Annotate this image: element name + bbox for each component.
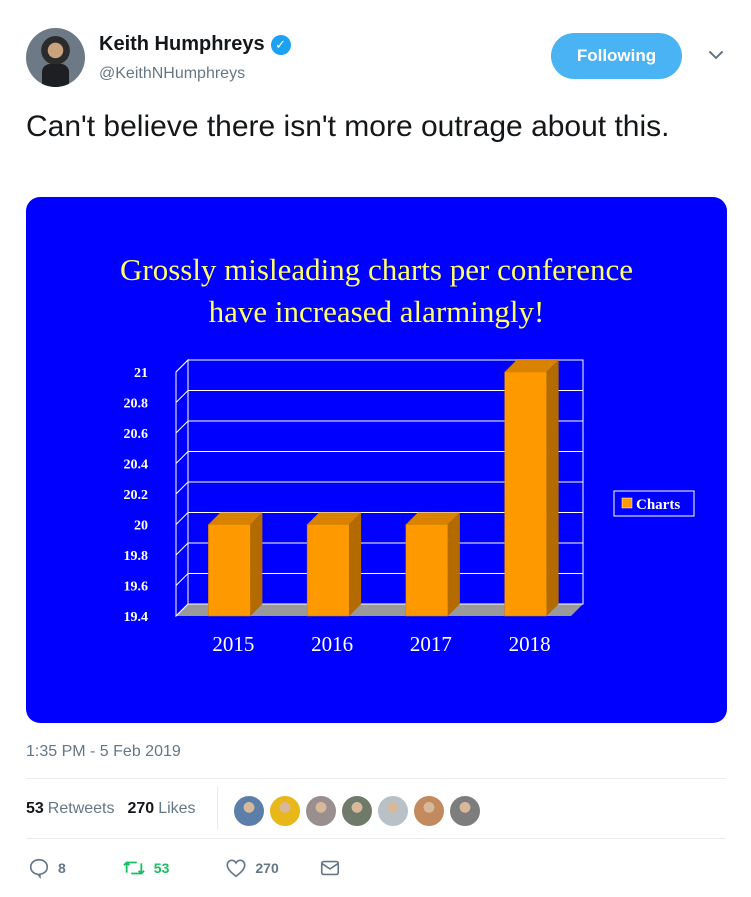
bar-side-2017 [447,512,460,616]
liker-avatar-7[interactable] [449,795,481,827]
y-tick-label: 20 [134,519,148,534]
retweet-button[interactable]: 53 [122,857,170,879]
liker-avatar-3[interactable] [305,795,337,827]
retweets-count[interactable]: 53 [26,800,44,817]
gridline [175,390,583,403]
bar-2017 [405,524,449,617]
x-tick-label: 2016 [311,632,353,656]
tweet-actions: 8 53 270 [26,855,341,881]
envelope-icon [320,860,339,876]
chart-title-line-2: have increased alarmingly! [208,294,545,329]
bar-top-2016 [307,512,362,525]
tweet-stats: 53 Retweets 270 Likes [26,796,196,822]
user-handle[interactable]: @KeithNHumphreys [99,65,246,82]
gridline [175,420,583,434]
stats-separator [217,786,218,830]
reply-button[interactable]: 8 [28,857,66,879]
y-tick-label: 19.6 [124,580,149,595]
liker-avatar-2[interactable] [269,795,301,827]
bar-top-2017 [405,512,460,525]
bar-2018 [504,371,547,617]
verified-badge-icon: ✓ [270,34,291,55]
bar-2016 [306,524,350,617]
like-button[interactable]: 270 [225,857,279,879]
liker-avatar-4[interactable] [341,795,373,827]
bar-chart: 19.4 19.6 19.8 20 20.2 20.4 20.6 20.8 21 2015 2016… [124,358,695,656]
tweet-text: Can't believe there isn't more outrage a… [26,110,670,143]
gridline [175,451,583,464]
like-count: 270 [255,860,279,876]
liker-avatar-1[interactable] [233,795,265,827]
name-row: Keith Humphreys ✓ [99,33,291,56]
y-tick-label: 20.4 [124,458,149,473]
tweet-header: Keith Humphreys ✓ @KeithNHumphreys Follo… [26,28,726,88]
following-button[interactable]: Following [551,33,682,79]
retweet-icon [123,861,145,875]
bar-2015 [208,524,251,617]
liker-avatar-6[interactable] [413,795,445,827]
legend-swatch [621,497,633,509]
liker-avatar-5[interactable] [377,795,409,827]
x-tick-label: 2015 [212,632,254,656]
bar-side-2016 [349,512,362,616]
legend-label: Charts [636,497,680,513]
gridline [175,481,583,495]
y-tick-label: 19.8 [124,549,149,564]
chevron-down-icon[interactable] [707,46,725,64]
tweet-media-chart[interactable]: Grossly misleading charts per conference… [26,197,727,723]
chart-floor [176,604,583,616]
tweet-timestamp[interactable]: 1:35 PM - 5 Feb 2019 [26,743,181,760]
likes-count[interactable]: 270 [127,800,155,817]
gridline [175,359,583,373]
direct-message-button[interactable] [319,857,341,879]
y-tick-label: 20.8 [124,397,149,412]
y-tick-label: 21 [134,366,148,381]
liker-avatars [233,795,485,827]
y-tick-label: 20.2 [124,488,149,503]
bar-top-2018 [504,360,559,372]
reply-count: 8 [58,860,66,876]
heart-icon [226,859,246,878]
x-tick-label: 2017 [410,632,452,656]
avatar[interactable] [26,28,85,87]
chart-title: Grossly misleading charts per conference… [26,249,727,333]
reply-icon [29,858,49,879]
bar-side-2018 [546,360,559,616]
divider [26,838,726,839]
bar-side-2015 [250,512,263,616]
x-tick-label: 2018 [509,632,551,656]
retweet-count: 53 [153,860,170,876]
user-name[interactable]: Keith Humphreys [99,33,265,55]
chart-title-line-1: Grossly misleading charts per conference [119,252,634,287]
likes-label[interactable]: Likes [158,800,196,817]
bar-top-2015 [208,512,263,525]
legend-box [613,490,695,517]
y-tick-label: 19.4 [124,610,149,625]
y-tick-label: 20.6 [124,427,149,442]
divider [26,778,726,779]
retweets-label[interactable]: Retweets [47,800,115,817]
